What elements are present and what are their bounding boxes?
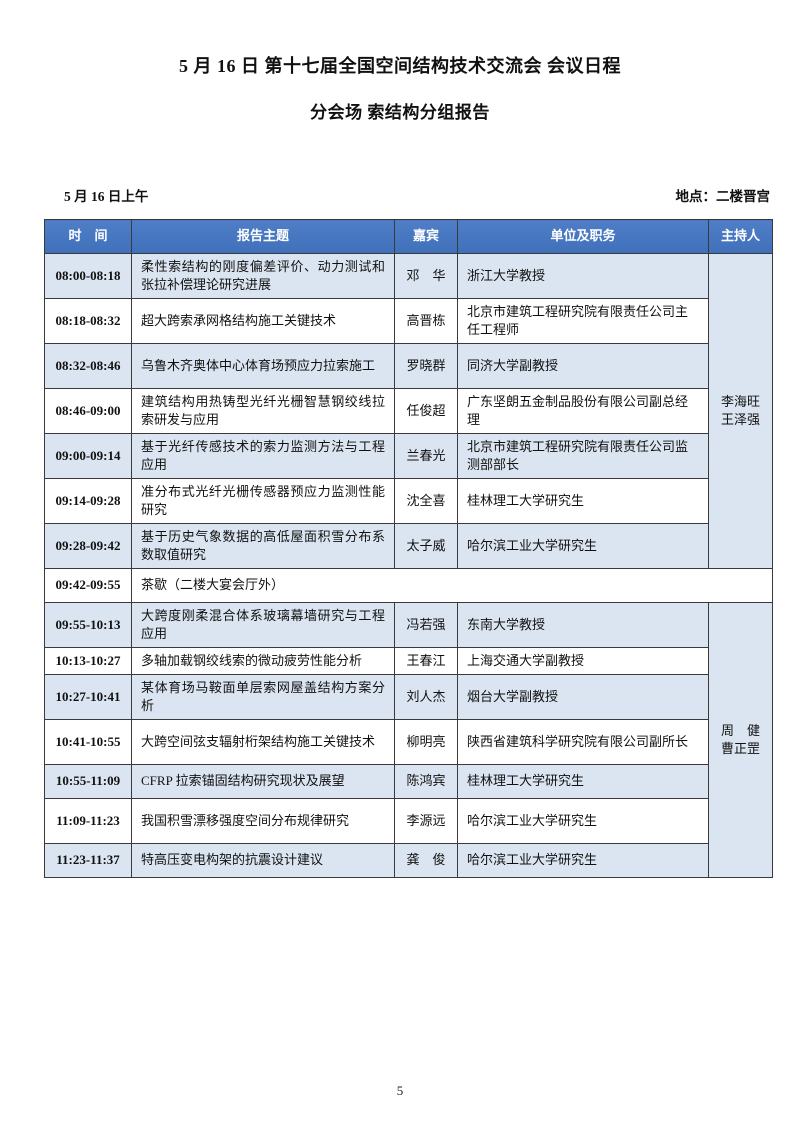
location-label: 地点：二楼晋宫 (675, 189, 771, 204)
topic-cell: 多轴加载钢绞线索的微动疲劳性能分析 (131, 647, 395, 675)
table-row: 08:46-09:00 建筑结构用热铸型光纤光栅智慧钢绞线拉索研发与应用 任俊超… (44, 388, 773, 434)
time-cell: 08:46-09:00 (44, 388, 132, 434)
host-cell-group1: 李海旺 王泽强 (708, 253, 773, 569)
break-cell: 茶歇（二楼大宴会厅外） (131, 568, 773, 603)
topic-cell: 柔性索结构的刚度偏差评价、动力测试和张拉补偿理论研究进展 (131, 253, 395, 299)
table-row: 11:23-11:37 特高压变电构架的抗震设计建议 龚 俊 哈尔滨工业大学研究… (44, 843, 773, 878)
table-row: 08:32-08:46 乌鲁木齐奥体中心体育场预应力拉索施工 罗晓群 同济大学副… (44, 343, 773, 389)
guest-cell: 沈全喜 (394, 478, 458, 524)
topic-cell: 我国积雪漂移强度空间分布规律研究 (131, 798, 395, 844)
column-header-host: 主持人 (708, 219, 773, 254)
guest-cell: 柳明亮 (394, 719, 458, 765)
guest-cell: 太子威 (394, 523, 458, 569)
time-cell: 09:00-09:14 (44, 433, 132, 479)
unit-cell: 桂林理工大学研究生 (457, 478, 709, 524)
column-header-topic: 报告主题 (131, 219, 395, 254)
topic-cell: 特高压变电构架的抗震设计建议 (131, 843, 395, 878)
guest-cell: 陈鸿宾 (394, 764, 458, 799)
unit-cell: 陕西省建筑科学研究院有限公司副所长 (457, 719, 709, 765)
guest-cell: 任俊超 (394, 388, 458, 434)
time-cell: 09:14-09:28 (44, 478, 132, 524)
unit-cell: 浙江大学教授 (457, 253, 709, 299)
session-label: 5 月 16 日上午 (64, 189, 149, 204)
table-row: 08:18-08:32 超大跨索承网格结构施工关键技术 高晋栋 北京市建筑工程研… (44, 298, 773, 344)
table-row: 10:27-10:41 某体育场马鞍面单层索网屋盖结构方案分析 刘人杰 烟台大学… (44, 674, 773, 720)
page-title: 5 月 16 日 第十七届全国空间结构技术交流会 会议日程 (179, 56, 621, 76)
guest-cell: 兰春光 (394, 433, 458, 479)
meta-row: 5 月 16 日上午 地点：二楼晋宫 (64, 185, 770, 205)
page-number: 5 (396, 1083, 404, 1098)
host-cell-group2: 周 健 曹正罡 (708, 602, 773, 878)
time-cell: 08:32-08:46 (44, 343, 132, 389)
time-cell: 08:18-08:32 (44, 298, 132, 344)
table-row: 10:41-10:55 大跨空间弦支辐射桁架结构施工关键技术 柳明亮 陕西省建筑… (44, 719, 773, 765)
guest-cell: 罗晓群 (394, 343, 458, 389)
host-name: 曹正罡 (720, 741, 760, 756)
time-cell: 10:55-11:09 (44, 764, 132, 799)
guest-cell: 龚 俊 (394, 843, 458, 878)
guest-cell: 李源远 (394, 798, 458, 844)
time-cell: 10:27-10:41 (44, 674, 132, 720)
host-name: 李海旺 (720, 393, 760, 409)
topic-cell: 大跨空间弦支辐射桁架结构施工关键技术 (131, 719, 395, 765)
table-row: 09:00-09:14 基于光纤传感技术的索力监测方法与工程应用 兰春光 北京市… (44, 433, 773, 479)
unit-cell: 桂林理工大学研究生 (457, 764, 709, 799)
header-row: 时 间 报告主题 嘉宾 单位及职务 主持人 (44, 219, 773, 254)
topic-cell: CFRP 拉索锚固结构研究现状及展望 (131, 764, 395, 799)
guest-cell: 冯若强 (394, 602, 458, 648)
unit-cell: 哈尔滨工业大学研究生 (457, 843, 709, 878)
unit-cell: 哈尔滨工业大学研究生 (457, 798, 709, 844)
unit-cell: 东南大学教授 (457, 602, 709, 648)
table-row: 09:28-09:42 基于历史气象数据的高低屋面积雪分布系数取值研究 太子威 … (44, 523, 773, 569)
time-cell: 09:42-09:55 (44, 568, 132, 603)
table-row: 09:14-09:28 准分布式光纤光栅传感器预应力监测性能研究 沈全喜 桂林理… (44, 478, 773, 524)
topic-cell: 基于历史气象数据的高低屋面积雪分布系数取值研究 (131, 523, 395, 569)
time-cell: 10:41-10:55 (44, 719, 132, 765)
unit-cell: 同济大学副教授 (457, 343, 709, 389)
break-row: 09:42-09:55 茶歇（二楼大宴会厅外） (44, 568, 773, 603)
table-row: 11:09-11:23 我国积雪漂移强度空间分布规律研究 李源远 哈尔滨工业大学… (44, 798, 773, 844)
topic-cell: 某体育场马鞍面单层索网屋盖结构方案分析 (131, 674, 395, 720)
table-row: 08:00-08:18 柔性索结构的刚度偏差评价、动力测试和张拉补偿理论研究进展… (44, 253, 773, 569)
table-row: 09:55-10:13 大跨度刚柔混合体系玻璃幕墙研究与工程应用 冯若强 东南大… (44, 602, 773, 878)
topic-cell: 超大跨索承网格结构施工关键技术 (131, 298, 395, 344)
column-header-guest: 嘉宾 (394, 219, 458, 254)
host-name: 周 健 (720, 722, 760, 738)
table-row: 10:55-11:09 CFRP 拉索锚固结构研究现状及展望 陈鸿宾 桂林理工大… (44, 764, 773, 799)
topic-cell: 准分布式光纤光栅传感器预应力监测性能研究 (131, 478, 395, 524)
time-cell: 10:13-10:27 (44, 647, 132, 675)
table-row: 10:13-10:27 多轴加载钢绞线索的微动疲劳性能分析 王春江 上海交通大学… (44, 647, 773, 675)
host-name: 王泽强 (720, 412, 760, 427)
title-block: 5 月 16 日 第十七届全国空间结构技术交流会 会议日程 分会场 索结构分组报… (0, 0, 800, 123)
time-cell: 11:09-11:23 (44, 798, 132, 844)
time-cell: 09:28-09:42 (44, 523, 132, 569)
page-subtitle: 分会场 索结构分组报告 (310, 103, 490, 122)
unit-cell: 北京市建筑工程研究院有限责任公司主任工程师 (457, 298, 709, 344)
topic-cell: 基于光纤传感技术的索力监测方法与工程应用 (131, 433, 395, 479)
topic-cell: 大跨度刚柔混合体系玻璃幕墙研究与工程应用 (131, 602, 395, 648)
unit-cell: 北京市建筑工程研究院有限责任公司监测部部长 (457, 433, 709, 479)
time-cell: 11:23-11:37 (44, 843, 132, 878)
guest-cell: 邓 华 (394, 253, 458, 299)
unit-cell: 哈尔滨工业大学研究生 (457, 523, 709, 569)
unit-cell: 烟台大学副教授 (457, 674, 709, 720)
column-header-unit: 单位及职务 (457, 219, 709, 254)
topic-cell: 建筑结构用热铸型光纤光栅智慧钢绞线拉索研发与应用 (131, 388, 395, 434)
topic-cell: 乌鲁木齐奥体中心体育场预应力拉索施工 (131, 343, 395, 389)
time-cell: 09:55-10:13 (44, 602, 132, 648)
guest-cell: 高晋栋 (394, 298, 458, 344)
guest-cell: 王春江 (394, 647, 458, 675)
schedule-table: 时 间 报告主题 嘉宾 单位及职务 主持人 08:00-08:18 柔性索结构的… (44, 219, 773, 878)
guest-cell: 刘人杰 (394, 674, 458, 720)
column-header-time: 时 间 (44, 219, 132, 254)
unit-cell: 上海交通大学副教授 (457, 647, 709, 675)
unit-cell: 广东坚朗五金制品股份有限公司副总经理 (457, 388, 709, 434)
time-cell: 08:00-08:18 (44, 253, 132, 299)
schedule-wrap: 时 间 报告主题 嘉宾 单位及职务 主持人 08:00-08:18 柔性索结构的… (44, 219, 773, 878)
